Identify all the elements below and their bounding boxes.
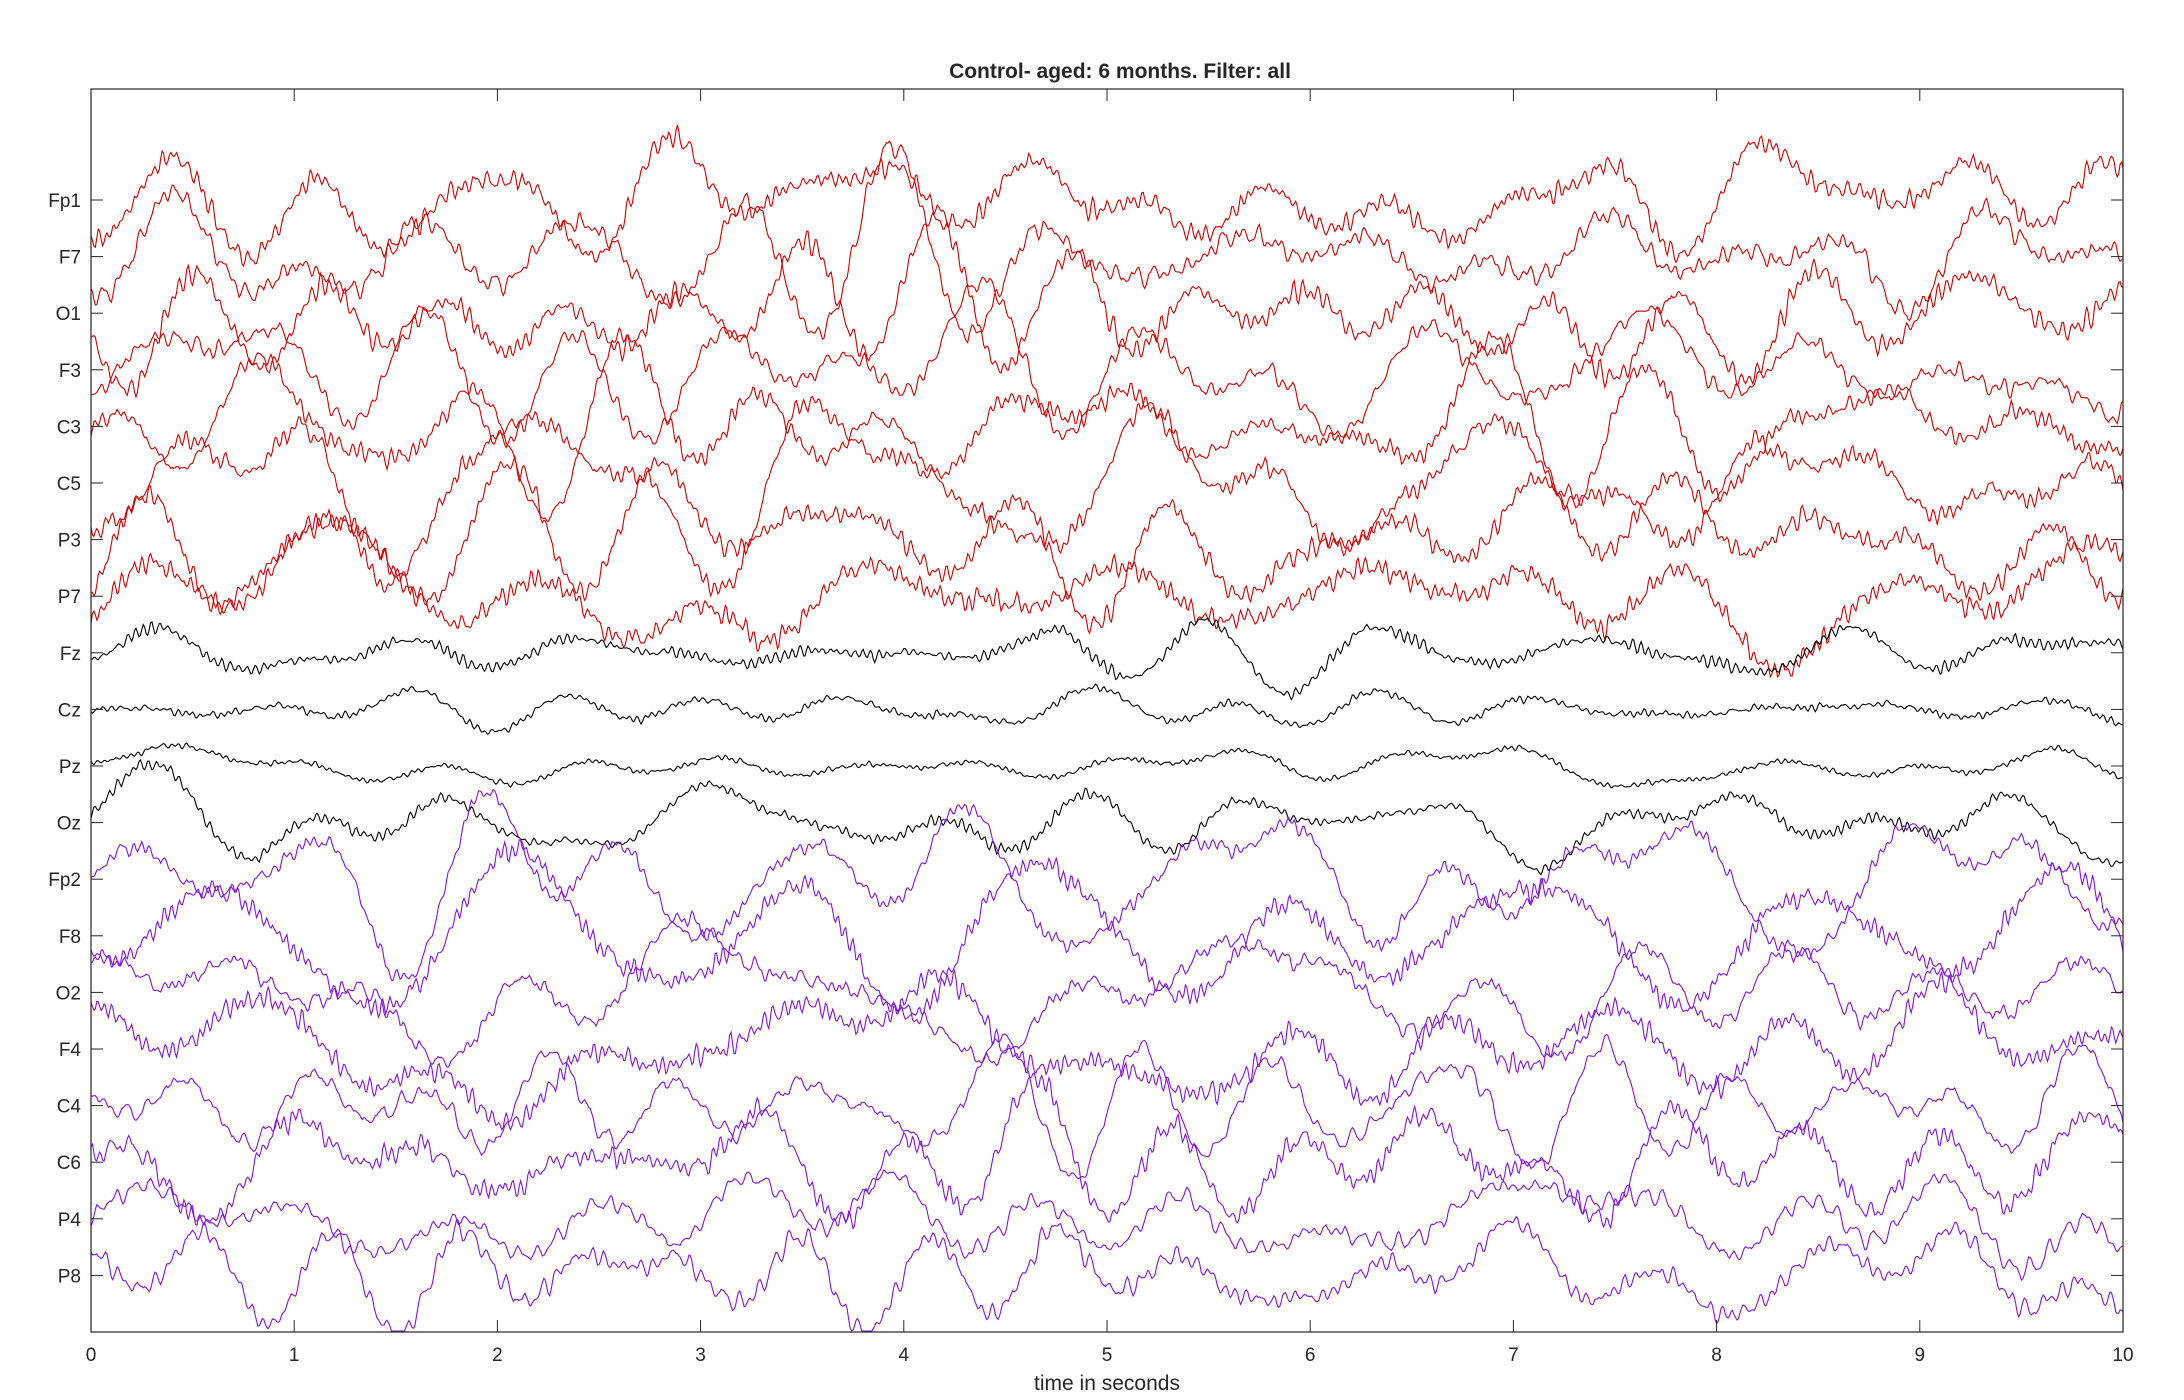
channel-label-f7: F7 [59,248,81,269]
channel-label-fp2: Fp2 [48,870,81,891]
channel-label-p7: P7 [58,587,81,608]
y-tick-labels: Fp1 F7 O1 F3 C3 C5 P3 P7 Fz Cz Pz Oz Fp2 F8 O2 F4 C4 C6 P4… [48,191,81,1287]
trace-f3 [90,276,2124,449]
channel-label-f8: F8 [59,927,81,948]
channel-label-c6: C6 [57,1153,81,1174]
channel-label-p8: P8 [58,1266,81,1287]
x-tick-label: 1 [289,1345,300,1366]
x-tick-labels: 0 1 2 3 4 5 6 7 8 9 10 [86,1345,2134,1366]
channel-label-o2: O2 [56,983,81,1004]
trace-c5 [90,395,2124,598]
x-axis-label: time in seconds [1034,1372,1180,1395]
x-tick-label: 9 [1915,1345,1926,1366]
trace-c6 [90,1072,2124,1230]
channel-label-fz: Fz [60,644,81,665]
channel-label-oz: Oz [57,814,81,835]
x-tick-label: 10 [2112,1345,2133,1366]
trace-cz [90,683,2124,735]
x-tick-label: 0 [86,1345,97,1366]
channel-label-o1: O1 [56,304,81,325]
channel-label-fp1: Fp1 [48,191,81,212]
trace-o2 [90,909,2124,1068]
channel-label-pz: Pz [59,757,81,778]
trace-p4 [90,1169,2124,1282]
trace-f7 [90,140,2124,344]
trace-oz [90,758,2124,876]
trace-fp2 [90,788,2124,982]
x-tick-label: 8 [1711,1345,1722,1366]
trace-fp1 [90,124,2124,268]
channel-label-f4: F4 [59,1040,82,1061]
x-tick-label: 5 [1102,1345,1113,1366]
trace-f8 [90,839,2124,1020]
trace-c3 [90,326,2124,523]
channel-label-p3: P3 [58,531,81,552]
trace-fz [90,618,2124,701]
x-tick-label: 2 [492,1345,503,1366]
trace-f4 [90,968,2124,1132]
channel-label-cz: Cz [58,700,81,721]
x-tick-label: 4 [899,1345,910,1366]
x-tick-label: 7 [1508,1345,1519,1366]
trace-p8 [90,1215,2124,1332]
channel-label-f3: F3 [59,361,81,382]
channel-label-c5: C5 [57,474,81,495]
x-tick-label: 6 [1305,1345,1316,1366]
channel-label-p4: P4 [58,1210,82,1231]
trace-p7 [90,508,2124,679]
trace-o1 [90,211,2124,399]
channel-label-c3: C3 [57,417,81,438]
eeg-traces [90,124,2124,1332]
trace-pz [90,742,2124,789]
axis-ticks [90,89,2124,1332]
trace-p3 [90,454,2124,635]
x-tick-label: 3 [695,1345,706,1366]
chart-title: Control- aged: 6 months. Filter: all [949,60,1291,83]
channel-label-c4: C4 [57,1097,82,1118]
